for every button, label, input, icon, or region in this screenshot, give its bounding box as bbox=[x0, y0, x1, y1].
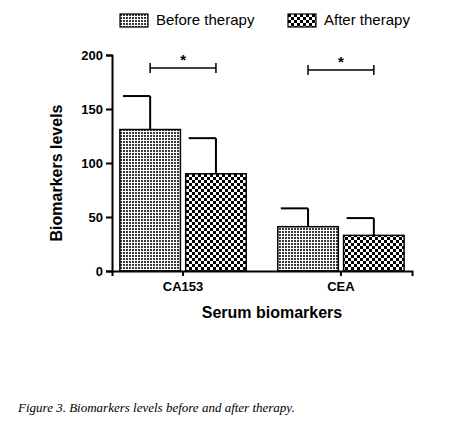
bar bbox=[344, 235, 405, 271]
x-tick: CEA bbox=[327, 271, 355, 294]
legend-swatch bbox=[120, 14, 148, 27]
chart: 0 50 100 150 200 CA153 CEA Serum biomarkers Biom… bbox=[0, 0, 458, 422]
y-tick-mark bbox=[106, 271, 112, 273]
y-axis-line bbox=[106, 56, 113, 272]
y-tick: 0 bbox=[96, 264, 112, 279]
y-tick-label: 0 bbox=[96, 264, 103, 279]
error-bar bbox=[347, 218, 374, 235]
error-bar-stem bbox=[215, 138, 217, 174]
error-bar-cap bbox=[123, 95, 150, 97]
y-tick: 100 bbox=[81, 156, 112, 171]
bracket-end bbox=[307, 65, 309, 75]
legend-label: Before therapy bbox=[156, 11, 255, 28]
x-axis-line bbox=[113, 272, 413, 277]
bar bbox=[278, 227, 339, 271]
plot-area bbox=[120, 96, 404, 271]
significance-label: * bbox=[180, 51, 186, 68]
error-bar-cap bbox=[189, 137, 216, 139]
legend-swatch bbox=[288, 14, 316, 27]
y-tick-mark bbox=[106, 163, 112, 165]
y-axis: 0 50 100 150 200 bbox=[81, 48, 112, 279]
error-bar-cap bbox=[281, 207, 308, 209]
error-bar-stem bbox=[373, 218, 375, 235]
bar bbox=[186, 174, 247, 271]
x-tick-mark bbox=[340, 271, 342, 276]
error-bar-cap bbox=[347, 217, 374, 219]
x-axis-title: Serum biomarkers bbox=[202, 304, 343, 321]
legend-item: Before therapy bbox=[120, 11, 255, 28]
caption: Figure 3. Biomarkers levels before and a… bbox=[17, 400, 295, 415]
bracket-end bbox=[149, 63, 151, 73]
y-tick: 50 bbox=[89, 210, 112, 225]
y-tick-label: 200 bbox=[81, 48, 103, 63]
significance-bracket: * bbox=[150, 51, 216, 73]
significance-label: * bbox=[338, 53, 344, 70]
legend-item: After therapy bbox=[288, 11, 410, 28]
y-tick-mark bbox=[106, 217, 112, 219]
error-bar-stem bbox=[307, 208, 309, 226]
y-tick-label: 150 bbox=[81, 102, 103, 117]
bracket-end bbox=[215, 63, 217, 73]
y-tick: 200 bbox=[81, 48, 112, 63]
y-tick-mark bbox=[106, 109, 112, 111]
error-bar bbox=[123, 96, 150, 129]
y-tick-mark bbox=[106, 55, 112, 57]
bar bbox=[120, 130, 181, 271]
error-bar-stem bbox=[149, 96, 151, 129]
x-axis: CA153 CEA bbox=[113, 271, 413, 294]
x-tick-mark bbox=[182, 271, 184, 276]
x-tick-label: CA153 bbox=[163, 279, 203, 294]
x-tick: CA153 bbox=[163, 271, 203, 294]
y-tick-label: 100 bbox=[81, 156, 103, 171]
y-axis-title: Biomarkers levels bbox=[48, 104, 65, 241]
x-tick-label: CEA bbox=[327, 279, 355, 294]
y-tick-label: 50 bbox=[89, 210, 103, 225]
error-bar bbox=[281, 208, 308, 226]
legend-label: After therapy bbox=[324, 11, 410, 28]
y-tick: 150 bbox=[81, 102, 112, 117]
error-bar bbox=[189, 138, 216, 174]
significance-bracket: * bbox=[308, 53, 374, 75]
bracket-end bbox=[373, 65, 375, 75]
